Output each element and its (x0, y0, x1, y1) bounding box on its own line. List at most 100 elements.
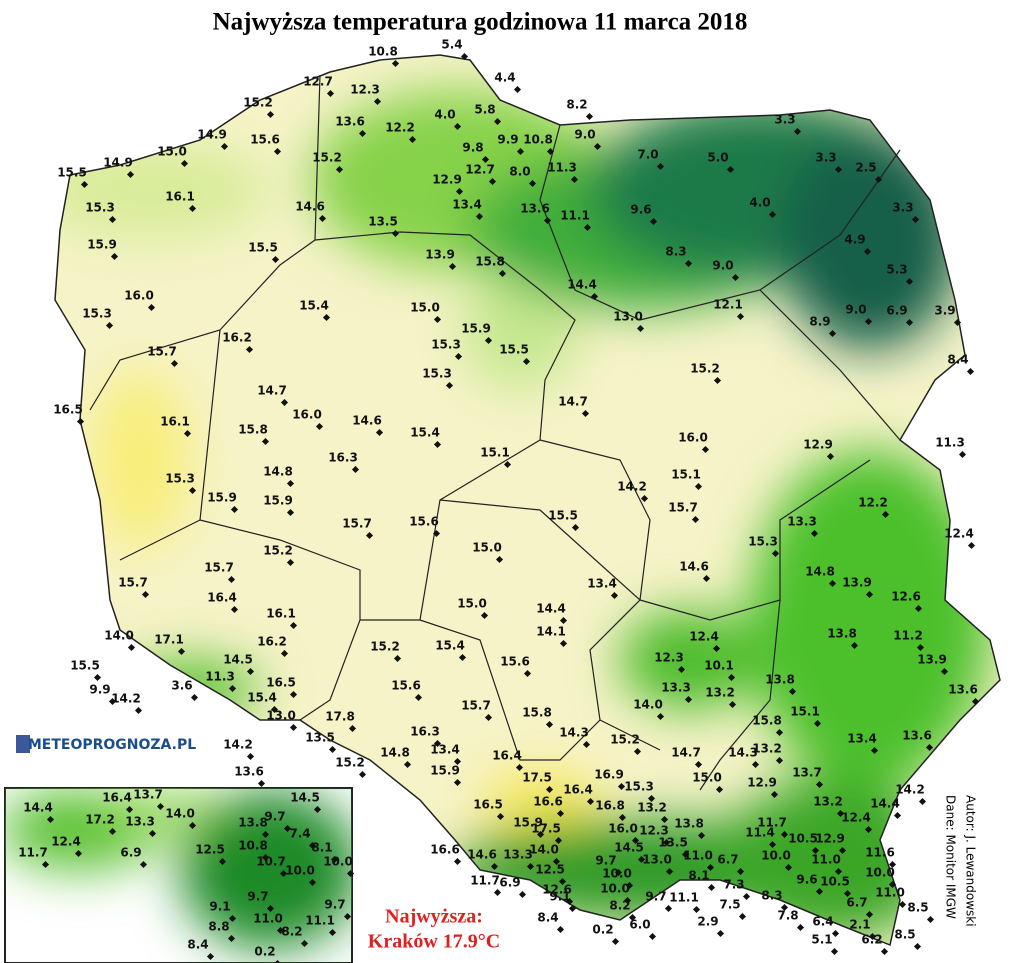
station-value: 17.5 (531, 822, 561, 836)
station-marker (454, 352, 463, 361)
station-value: 15.2 (335, 756, 365, 770)
station-marker (570, 175, 579, 184)
station-marker (863, 247, 872, 256)
station-value: 13.8 (674, 817, 704, 831)
station-marker (586, 797, 595, 806)
station-value: 12.3 (639, 824, 669, 838)
station-marker (768, 210, 777, 219)
station-value: 8.5 (907, 901, 928, 915)
logo[interactable]: METEOPROGNOZA.PL (28, 737, 196, 753)
facebook-icon[interactable] (16, 735, 30, 753)
station-marker (227, 575, 236, 584)
station-value: 13.7 (792, 766, 822, 780)
station-marker (358, 770, 367, 779)
station-value: 11.0 (875, 886, 905, 900)
station-value: 13.3 (503, 848, 533, 862)
station-value: 12.9 (815, 832, 845, 846)
station-marker (707, 883, 716, 892)
station-marker (828, 329, 837, 338)
station-marker (893, 811, 902, 820)
station-marker (46, 815, 55, 824)
station-value: 14.4 (23, 801, 53, 815)
station-value: 6.7 (846, 896, 867, 910)
station-marker (543, 216, 552, 225)
station-value: 4.0 (749, 196, 770, 210)
station-value: 15.2 (690, 362, 720, 376)
station-marker (220, 142, 229, 151)
station-value: 7.3 (723, 878, 744, 892)
station-marker (318, 214, 327, 223)
station-marker (940, 667, 949, 676)
inset-stations: 14.416.4 13.7 14.517.2 13.314.013.89.77.412… (18, 788, 355, 963)
station-marker (793, 127, 802, 136)
station-marker (80, 180, 89, 189)
station-marker (726, 165, 735, 174)
station-value: 11.7 (18, 846, 48, 860)
station-value: 9.7 (264, 810, 285, 824)
station-value: 15.6 (409, 515, 439, 529)
station-value: 13.2 (637, 801, 667, 815)
station-value: 12.4 (841, 811, 871, 825)
station-marker (610, 591, 619, 600)
station-value: 5.8 (474, 103, 495, 117)
inset-field (5, 790, 352, 950)
station-value: 3.3 (815, 151, 836, 165)
station-value: 12.3 (350, 83, 380, 97)
station-value: 13.6 (948, 683, 978, 697)
station-marker (571, 523, 580, 532)
station-value: 15.4 (247, 691, 277, 705)
station-value: 14.4 (536, 602, 566, 616)
station-marker (108, 697, 117, 706)
station-marker (918, 797, 927, 806)
station-value: 11.0 (253, 912, 283, 926)
station-value: 16.4 (207, 591, 237, 605)
station-marker (913, 942, 922, 951)
station-value: 14.8 (805, 565, 835, 579)
station-marker (393, 654, 402, 663)
station-marker (391, 229, 400, 238)
station-value: 8.4 (947, 353, 968, 367)
station-value: 14.7 (257, 384, 287, 398)
station-marker (810, 529, 819, 538)
station-marker (513, 85, 522, 94)
station-value: 14.8 (380, 746, 410, 760)
station-marker (127, 643, 136, 652)
station-marker (556, 925, 565, 934)
station-marker (177, 647, 186, 656)
station-value: 16.8 (595, 799, 625, 813)
station-value: 14.2 (617, 480, 647, 494)
station-value: 6.9 (499, 876, 520, 890)
station-value: 16.0 (678, 431, 708, 445)
station-marker (545, 785, 554, 794)
station-marker (458, 653, 467, 662)
station-value: 11.3 (935, 436, 965, 450)
station-value: 15.7 (118, 576, 148, 590)
station-value: 10.0 (323, 855, 353, 869)
station-value: 13.2 (752, 742, 782, 756)
station-value: 14.3 (728, 746, 758, 760)
station-value: 13.9 (917, 653, 947, 667)
station-value: 12.2 (858, 496, 888, 510)
station-value: 14.0 (165, 807, 195, 821)
station-value: 9.1 (209, 900, 230, 914)
station-value: 9.0 (712, 259, 733, 273)
station-marker (188, 204, 197, 213)
station-value: 11.3 (205, 670, 235, 684)
station-value: 12.9 (747, 776, 777, 790)
station-value: 4.9 (844, 233, 865, 247)
station-marker (228, 684, 237, 693)
station-marker (493, 888, 502, 897)
station-value: 11.7 (757, 816, 787, 830)
station-value: 13.9 (842, 576, 872, 590)
station-value: 8.9 (809, 315, 830, 329)
station-marker (554, 836, 563, 845)
station-marker (503, 460, 512, 469)
station-marker (694, 760, 703, 769)
station-marker (206, 952, 215, 961)
station-value: 9.9 (89, 683, 110, 697)
station-value: 15.8 (238, 423, 268, 437)
station-marker (481, 155, 490, 164)
station-value: 15.9 (207, 491, 237, 505)
station-marker (276, 926, 285, 935)
